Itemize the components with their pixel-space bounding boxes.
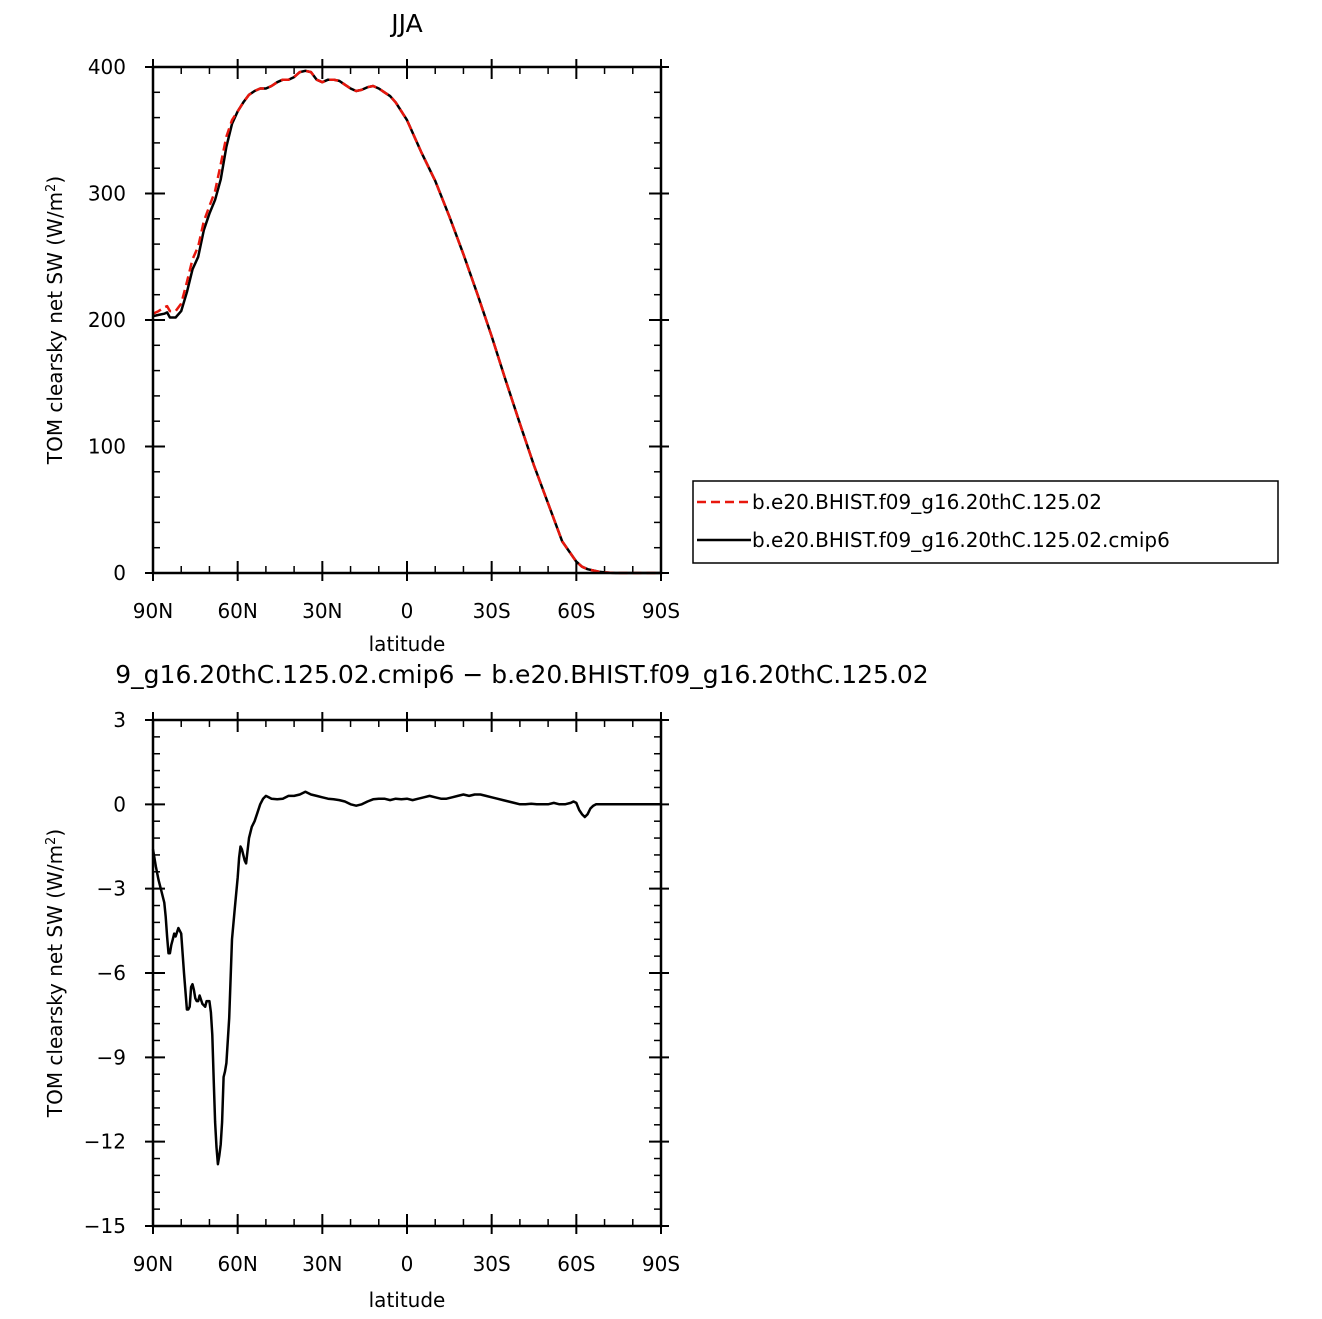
- top-xlabel: latitude: [369, 632, 446, 656]
- bottom-y-tick-label: −9: [97, 1045, 126, 1069]
- bottom-y-tick-label: −6: [97, 961, 126, 985]
- legend-label-series-1: b.e20.BHIST.f09_g16.20thC.125.02: [752, 490, 1102, 514]
- top-x-tick-label: 30N: [302, 599, 342, 623]
- bottom-y-tick-label: −3: [97, 877, 126, 901]
- top-series-line-1: [152, 69, 661, 575]
- top-y-tick-label: 400: [88, 55, 126, 79]
- bottom-x-tick-label: 60S: [557, 1252, 595, 1276]
- top-x-tick-label: 0: [401, 599, 414, 623]
- bottom-ylabel: TOM clearsky net SW (W/m2): [43, 829, 67, 1118]
- bottom-y-tick-label: −15: [84, 1214, 126, 1238]
- bottom-x-tick-label: 30N: [302, 1252, 342, 1276]
- top-y-tick-label: 100: [88, 435, 126, 459]
- legend: b.e20.BHIST.f09_g16.20thC.125.02 b.e20.B…: [692, 480, 1279, 564]
- bottom-series-line-1: [151, 790, 661, 1166]
- top-x-tick-label: 90N: [133, 599, 173, 623]
- bottom-y-tick-label: 0: [113, 792, 126, 816]
- bottom-title: 9_g16.20thC.125.02.cmip6 − b.e20.BHIST.f…: [115, 660, 928, 689]
- top-panel: JJA 90N 60N 30N 0 30S 60S 90S 0 100 200 300 400 lat…: [43, 9, 1279, 656]
- bottom-xlabel: latitude: [369, 1288, 446, 1312]
- top-y-tick-label: 200: [88, 308, 126, 332]
- legend-box: [692, 480, 1279, 564]
- bottom-x-tick-label: 90S: [642, 1252, 680, 1276]
- legend-label-series-2: b.e20.BHIST.f09_g16.20thC.125.02.cmip6: [752, 528, 1170, 552]
- top-y-tick-label: 0: [113, 561, 126, 585]
- top-x-tick-label: 60N: [217, 599, 257, 623]
- top-plot-area: 90N 60N 30N 0 30S 60S 90S 0 100 200 300 400: [88, 55, 680, 623]
- top-x-tick-label: 30S: [473, 599, 511, 623]
- top-y-tick-label: 300: [88, 182, 126, 206]
- top-series-line-2: [152, 69, 661, 575]
- top-plot-frame: [151, 65, 663, 575]
- bottom-x-tick-label: 90N: [133, 1252, 173, 1276]
- bottom-plot-frame: [151, 718, 663, 1228]
- bottom-y-tick-label: 3: [113, 708, 126, 732]
- bottom-x-tick-label: 30S: [473, 1252, 511, 1276]
- bottom-plot-area: 90N 60N 30N 0 30S 60S 90S 3 0 −3 −6 −9 −12 −15: [84, 708, 680, 1276]
- bottom-x-tick-label: 0: [401, 1252, 414, 1276]
- top-x-tick-label: 90S: [642, 599, 680, 623]
- top-ylabel: TOM clearsky net SW (W/m2): [43, 176, 67, 465]
- bottom-x-tick-label: 60N: [217, 1252, 257, 1276]
- bottom-y-tick-label: −12: [84, 1130, 126, 1154]
- top-x-tick-label: 60S: [557, 599, 595, 623]
- bottom-panel: 9_g16.20thC.125.02.cmip6 − b.e20.BHIST.f…: [43, 660, 929, 1312]
- top-title: JJA: [389, 9, 422, 38]
